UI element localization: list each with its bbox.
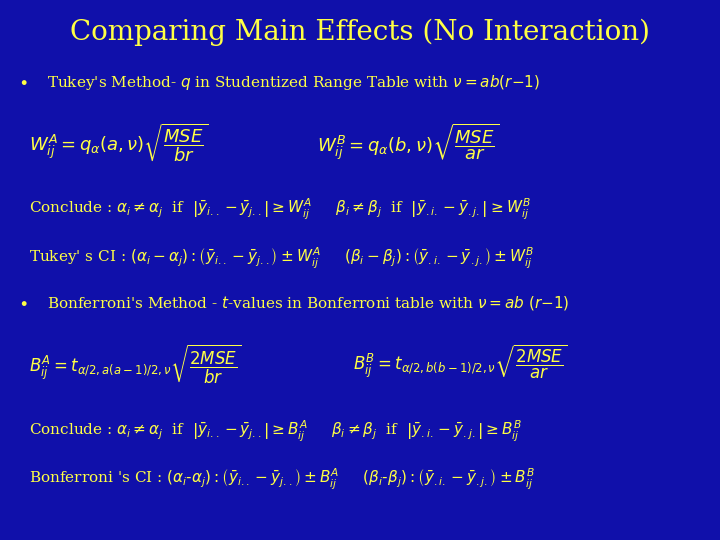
Text: $B^{B}_{ij} = t_{\alpha/2,b(b-1)/2,\nu}\sqrt{\dfrac{2MSE}{ar}}$: $B^{B}_{ij} = t_{\alpha/2,b(b-1)/2,\nu}\…	[353, 343, 567, 381]
Text: $W^{A}_{ij} = q_{\alpha}(a,\nu)\sqrt{\dfrac{MSE}{br}}$: $W^{A}_{ij} = q_{\alpha}(a,\nu)\sqrt{\df…	[29, 122, 208, 164]
Text: Bonferroni 's CI : $(\alpha_i\text{-}\alpha_j): \left(\bar{y}_{i..} - \bar{y}_{j: Bonferroni 's CI : $(\alpha_i\text{-}\al…	[29, 467, 535, 492]
Text: Conclude : $\alpha_i \neq \alpha_j$  if  $\left|\bar{y}_{i..} - \bar{y}_{j..}\ri: Conclude : $\alpha_i \neq \alpha_j$ if $…	[29, 418, 521, 443]
Text: Tukey's Method- $q$ in Studentized Range Table with $\nu = ab(r\mathrm{-}1)$: Tukey's Method- $q$ in Studentized Range…	[47, 73, 540, 92]
Text: Conclude : $\alpha_i \neq \alpha_j$  if  $\left|\bar{y}_{i..} - \bar{y}_{j..}\ri: Conclude : $\alpha_i \neq \alpha_j$ if $…	[29, 197, 531, 222]
Text: Comparing Main Effects (No Interaction): Comparing Main Effects (No Interaction)	[70, 19, 650, 46]
Text: $\bullet$: $\bullet$	[18, 294, 27, 311]
Text: Tukey' s CI : $(\alpha_i - \alpha_j): \left(\bar{y}_{i..} - \bar{y}_{j..}\right): Tukey' s CI : $(\alpha_i - \alpha_j): \l…	[29, 246, 534, 271]
Text: $\bullet$: $\bullet$	[18, 73, 27, 90]
Text: $W^{B}_{ij} = q_{\alpha}(b,\nu)\sqrt{\dfrac{MSE}{ar}}$: $W^{B}_{ij} = q_{\alpha}(b,\nu)\sqrt{\df…	[317, 122, 499, 162]
Text: Bonferroni's Method - $t$-values in Bonferroni table with $\nu{=}ab$ $(r\mathrm{: Bonferroni's Method - $t$-values in Bonf…	[47, 294, 570, 312]
Text: $B^{A}_{ij} = t_{\alpha/2,a(a-1)/2,\nu}\sqrt{\dfrac{2MSE}{br}}$: $B^{A}_{ij} = t_{\alpha/2,a(a-1)/2,\nu}\…	[29, 343, 241, 387]
